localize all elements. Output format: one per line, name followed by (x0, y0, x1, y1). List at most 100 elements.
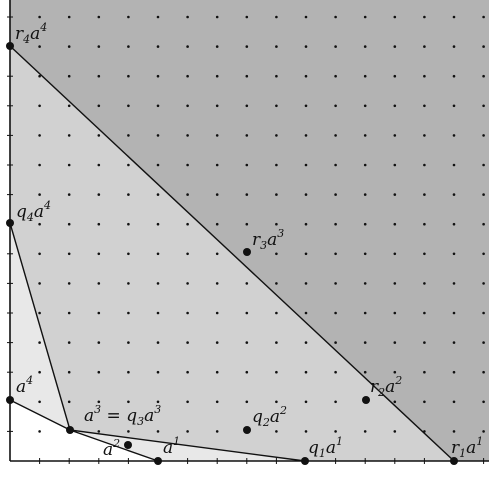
lattice-dot (304, 193, 308, 196)
lattice-dot (127, 252, 130, 256)
lattice-dot (97, 134, 101, 137)
lattice-dot (304, 282, 308, 285)
lattice-dot (452, 311, 456, 315)
lattice-dot (156, 45, 160, 48)
lattice-dot (67, 341, 71, 344)
lattice-dot (393, 15, 397, 19)
lattice-dot (275, 134, 278, 137)
lattice-dot (215, 163, 219, 167)
lattice-dot (393, 311, 397, 315)
lattice-dot (215, 104, 219, 108)
lattice-dot (304, 134, 308, 137)
lattice-dot (127, 45, 130, 48)
lattice-dot (156, 104, 160, 108)
lattice-dot (97, 193, 101, 196)
label-r2a2: r2a2 (370, 374, 402, 399)
lattice-dot (482, 400, 485, 404)
lattice-dot (393, 430, 397, 433)
label-r1a1: r1a1 (451, 435, 483, 460)
lattice-dot (186, 74, 189, 78)
lattice-dot (245, 15, 249, 19)
lattice-dot (156, 15, 160, 19)
lattice-dot (393, 104, 397, 108)
inner-region (10, 400, 158, 461)
lattice-dot (334, 74, 337, 78)
lattice-dot (393, 74, 397, 78)
lattice-dot (275, 222, 278, 226)
lattice-dot (334, 400, 337, 404)
lattice-dot (67, 45, 71, 48)
lattice-dot (393, 341, 397, 344)
lattice-dot (393, 400, 397, 404)
lattice-dot (275, 45, 278, 48)
point-r4a4 (6, 42, 14, 50)
point-a4 (6, 396, 14, 404)
lattice-dot (452, 45, 456, 48)
lattice-dot (304, 104, 308, 108)
lattice-dot (127, 193, 130, 196)
lattice-dot (452, 252, 456, 256)
lattice-dot (97, 430, 101, 433)
lattice-dot (97, 370, 101, 374)
lattice-dot (482, 430, 485, 433)
lattice-dot (38, 104, 41, 108)
lattice-dot (127, 400, 130, 404)
lattice-dot (186, 370, 189, 374)
lattice-dot (363, 222, 367, 226)
lattice-dot (156, 400, 160, 404)
lattice-dot (97, 74, 101, 78)
lattice-dot (334, 193, 337, 196)
lattice-dot (363, 341, 367, 344)
lattice-dot (363, 163, 367, 167)
lattice-dot (215, 45, 219, 48)
lattice-dot (156, 74, 160, 78)
lattice-dot (363, 252, 367, 256)
lattice-dot (482, 370, 485, 374)
lattice-dot (127, 341, 130, 344)
lattice-dot (127, 104, 130, 108)
lattice-dot (156, 370, 160, 374)
lattice-dot (275, 370, 278, 374)
lattice-dot (186, 15, 189, 19)
lattice-dot (186, 311, 189, 315)
lattice-dot (304, 370, 308, 374)
lattice-dot (245, 311, 249, 315)
lattice-dot (156, 134, 160, 137)
lattice-dot (423, 15, 426, 19)
lattice-dot (215, 222, 219, 226)
lattice-dot (186, 45, 189, 48)
lattice-dot (423, 222, 426, 226)
lattice-dot (215, 400, 219, 404)
lattice-dot (334, 252, 337, 256)
lattice-dot (186, 252, 189, 256)
lattice-dot (482, 222, 485, 226)
lattice-dot (245, 193, 249, 196)
lattice-dot (127, 370, 130, 374)
lattice-dot (482, 163, 485, 167)
lattice-dot (215, 134, 219, 137)
lattice-dot (482, 311, 485, 315)
label-r4a4: r4a4 (15, 21, 47, 46)
lattice-dot (423, 400, 426, 404)
lattice-dot (363, 134, 367, 137)
lattice-dot (156, 311, 160, 315)
lattice-dot (482, 134, 485, 137)
lattice-dot (127, 430, 130, 433)
lattice-dot (423, 104, 426, 108)
lattice-dot (67, 74, 71, 78)
lattice-dot (334, 45, 337, 48)
lattice-dot (38, 163, 41, 167)
lattice-dot (245, 163, 249, 167)
label-a4: a4 (16, 374, 33, 397)
lattice-dot (245, 400, 249, 404)
lattice-dot (334, 222, 337, 226)
lattice-dot (186, 341, 189, 344)
lattice-dot (275, 193, 278, 196)
lattice-dot (393, 45, 397, 48)
point-r3a3 (243, 248, 251, 256)
lattice-dot (363, 311, 367, 315)
lattice-dot (127, 311, 130, 315)
lattice-dot (304, 311, 308, 315)
lattice-dot (482, 104, 485, 108)
